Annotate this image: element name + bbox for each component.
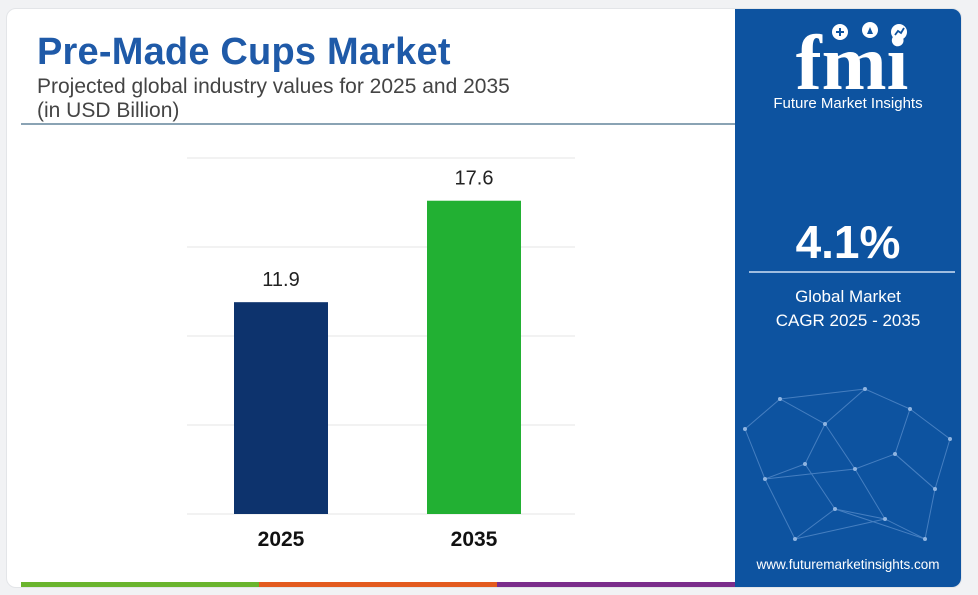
bottom-bar-segment-orange [259,582,497,587]
subtitle-line-1: Projected global industry values for 202… [37,75,510,98]
bar-2035 [427,200,521,514]
logo-globe-mark [836,28,844,36]
cagr-label-line-2: CAGR 2025 - 2035 [775,311,921,330]
title-divider [21,123,735,125]
x-tick-label-2025: 2025 [258,528,305,551]
cagr-value: 4.1% [795,216,901,268]
cagr-label-line-1: Global Market [795,287,901,306]
bar-2025 [234,302,328,514]
bar-chart: 11.9 2025 17.6 2035 [187,157,575,551]
bottom-color-bar [21,582,735,587]
logo-flask-mark [867,27,873,34]
data-label-2035: 17.6 [455,168,494,190]
bottom-bar-segment-purple [497,582,735,587]
bottom-bar-segment-green [21,582,259,587]
infographic-card: Pre-Made Cups Market Projected global in… [6,8,962,588]
chart-subtitle: Projected global industry values for 202… [37,75,657,123]
cagr-label: Global Market CAGR 2025 - 2035 [735,285,961,333]
logo-subtitle: Future Market Insights [773,95,923,112]
logo-letters: fmi [796,19,909,106]
subtitle-line-2: (in USD Billion) [37,99,180,122]
website-url: www.futuremarketinsights.com [756,557,940,572]
data-label-2025: 11.9 [262,269,299,291]
logo-chart-mark [894,27,905,36]
panel-divider [749,271,955,273]
x-tick-label-2035: 2035 [451,528,498,551]
chart-title: Pre-Made Cups Market [37,31,451,73]
fmi-logo: fmi [796,19,909,106]
summary-panel: fmi Future Market Insights 4.1% Global M… [735,9,961,587]
network-decoration [743,387,952,541]
